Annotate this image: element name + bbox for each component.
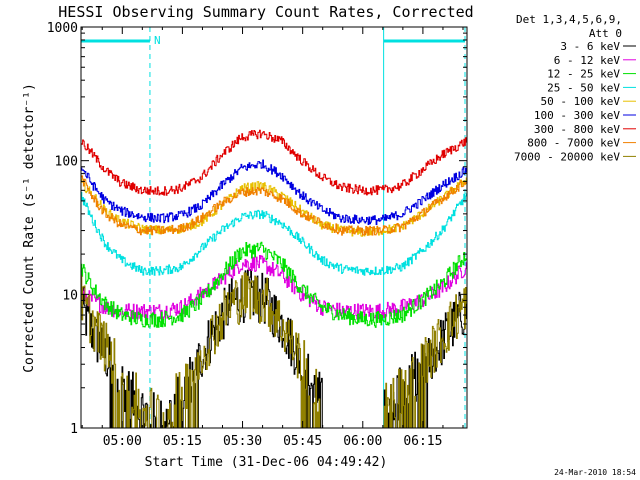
flag-label: N (154, 34, 161, 47)
legend-label: 3 - 6 keV (560, 40, 620, 53)
plot-frame (80, 26, 468, 429)
x-tick-label: 05:15 (163, 434, 202, 449)
legend-label: 300 - 800 keV (534, 123, 620, 136)
legend-label: 100 - 300 keV (534, 109, 620, 122)
y-tick-label: 1 (70, 422, 78, 437)
y-tick-label: 100 (55, 155, 78, 170)
legend-label: 25 - 50 keV (547, 81, 620, 94)
series-line (81, 159, 468, 225)
x-tick-label: 05:45 (283, 434, 322, 449)
y-tick-label: 1000 (47, 21, 78, 36)
y-axis: 1 10 100 1000 (47, 21, 467, 437)
series-line (81, 255, 468, 320)
x-tick-label: 06:00 (343, 434, 382, 449)
series-line (81, 241, 468, 328)
series-line (81, 175, 468, 236)
legend-label: 12 - 25 keV (547, 68, 620, 81)
y-axis-label: Corrected Count Rate (s⁻¹ detector⁻¹) (22, 83, 37, 373)
legend-header: Att 0 (589, 27, 622, 40)
chart-title: HESSI Observing Summary Count Rates, Cor… (58, 3, 473, 21)
x-axis: 05:00 05:15 05:30 05:45 06:00 06:15 (81, 27, 464, 449)
series-layer (81, 129, 468, 429)
series-line (81, 191, 468, 276)
x-axis-label: Start Time (31-Dec-06 04:49:42) (145, 455, 388, 470)
series-line (81, 177, 467, 237)
x-tick-label: 06:15 (403, 434, 442, 449)
legend-header: Det 1,3,4,5,6,9, (516, 13, 622, 26)
legend-label: 50 - 100 keV (541, 95, 621, 108)
x-tick-label: 05:00 (103, 434, 142, 449)
series-line (81, 129, 468, 196)
legend-label: 7000 - 20000 keV (514, 150, 620, 163)
y-tick-label: 10 (62, 288, 78, 303)
x-tick-label: 05:30 (223, 434, 262, 449)
reference-lines: N (80, 27, 466, 428)
legend-label: 6 - 12 keV (554, 54, 621, 67)
series-line (81, 272, 468, 429)
legend-label: 800 - 7000 keV (527, 137, 620, 150)
footer-timestamp: 24-Mar-2010 18:54 (554, 468, 636, 477)
